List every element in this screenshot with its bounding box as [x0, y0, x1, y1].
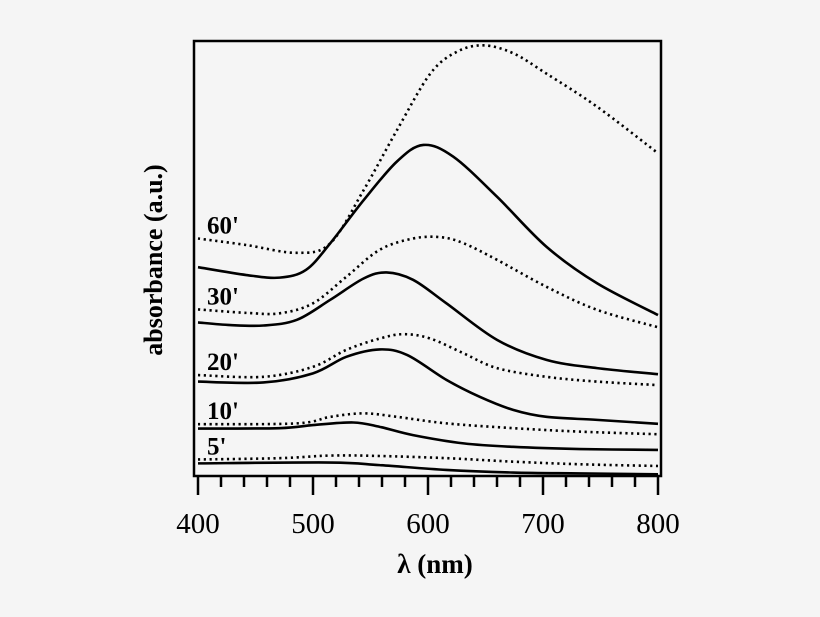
x-axis-label: λ (nm): [397, 549, 473, 579]
x-tick-label: 400: [176, 508, 220, 540]
x-tick-label: 700: [521, 508, 565, 540]
curve-labels: 60' 30' 20' 10' 5': [207, 212, 239, 460]
curve-label: 20': [207, 349, 239, 376]
curve-4-dotted: [197, 332, 659, 387]
curve-3-solid: [197, 271, 659, 376]
plot-frame: [192, 39, 663, 478]
curve-6-dotted: [197, 412, 659, 436]
curve-8-dotted: [197, 454, 659, 468]
x-tick-labels: 400 500 600 700 800: [176, 508, 680, 540]
curve-5-solid: [197, 348, 659, 426]
curves: [197, 44, 659, 476]
x-ticks: [196, 477, 660, 495]
x-tick-label: 600: [406, 508, 450, 540]
curve-9-solid: [197, 461, 659, 476]
curve-7-solid: [197, 421, 659, 452]
curve-0-dotted: [197, 44, 659, 255]
y-axis-label: absorbance (a.u.): [139, 164, 168, 355]
curve-label: 10': [207, 398, 239, 425]
x-tick-label: 800: [636, 508, 680, 540]
curve-2-dotted: [197, 235, 659, 329]
curve-label: 60': [207, 212, 239, 239]
curve-1-solid: [197, 143, 659, 317]
curve-label: 30': [207, 283, 239, 310]
curve-label: 5': [207, 433, 226, 460]
x-tick-label: 500: [291, 508, 335, 540]
